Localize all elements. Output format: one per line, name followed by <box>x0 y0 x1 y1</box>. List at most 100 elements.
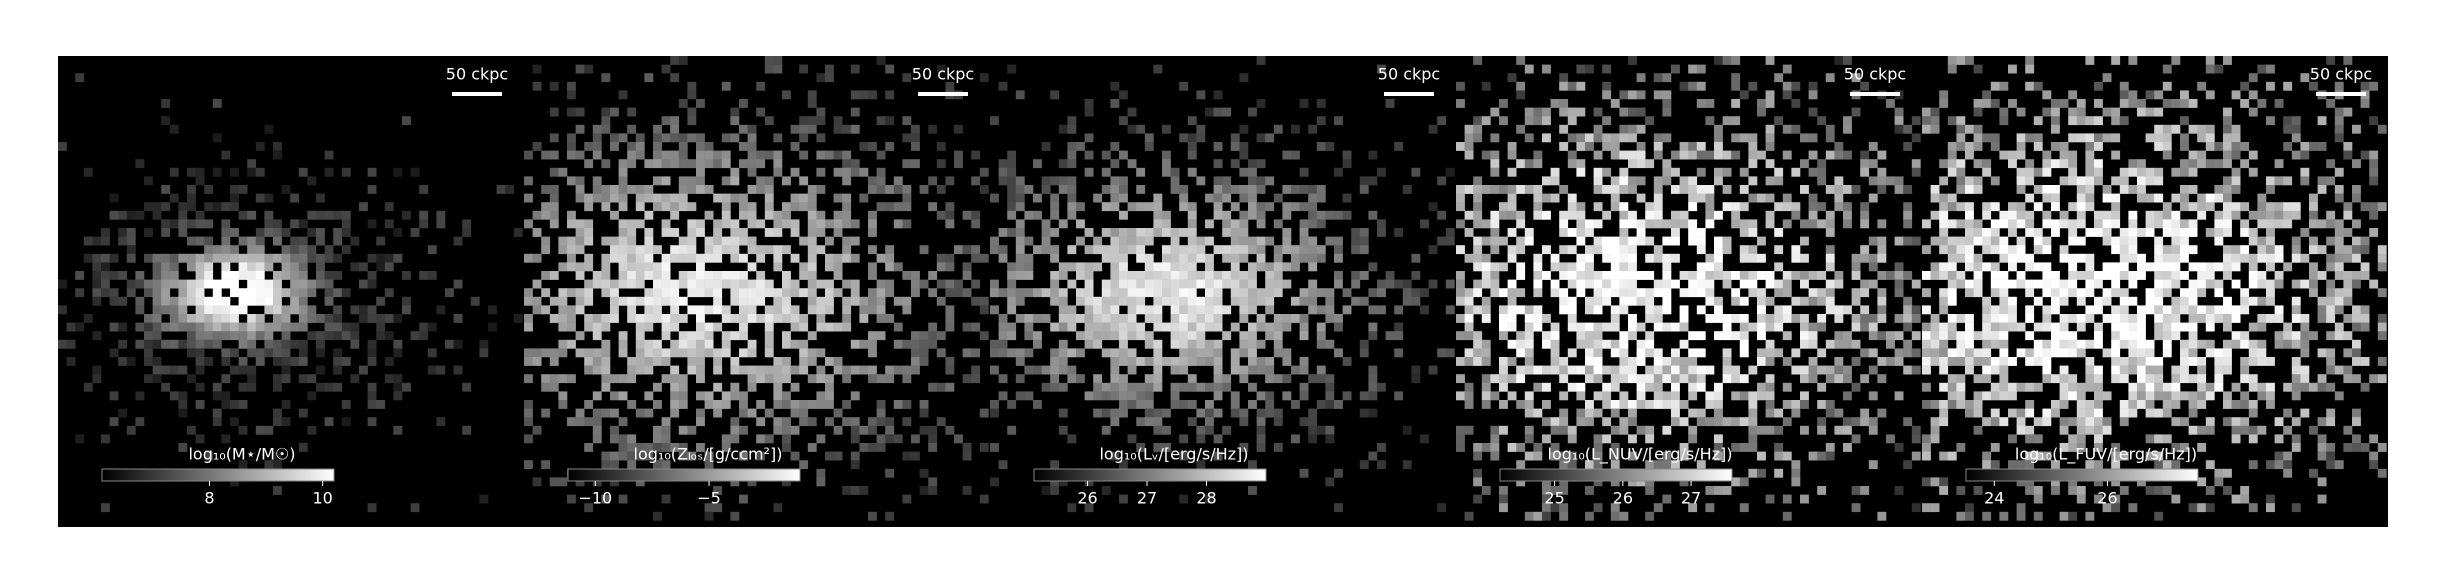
map-pixel <box>2291 443 2301 452</box>
map-pixel <box>2111 176 2121 186</box>
map-pixel <box>204 296 214 306</box>
map-pixel <box>2162 339 2172 349</box>
map-pixel <box>178 210 188 220</box>
map-pixel <box>1299 296 1309 306</box>
map-pixel <box>2154 253 2164 263</box>
map-pixel <box>1119 262 1128 272</box>
map-pixel <box>2223 400 2232 409</box>
map-pixel <box>885 511 895 521</box>
map-pixel <box>2094 159 2103 169</box>
map-pixel <box>653 245 662 255</box>
map-pixel <box>1473 339 1483 349</box>
map-pixel <box>1144 400 1154 409</box>
map-pixel <box>419 331 429 341</box>
map-pixel <box>764 116 774 126</box>
map-pixel <box>1602 296 1612 306</box>
map-pixel <box>1576 219 1586 229</box>
map-pixel <box>1645 202 1655 212</box>
map-pixel <box>704 279 714 289</box>
map-pixel <box>2162 245 2172 255</box>
map-pixel <box>782 219 791 229</box>
map-pixel <box>1041 245 1051 255</box>
map-pixel <box>1119 460 1128 470</box>
map-pixel <box>238 339 248 349</box>
map-pixel <box>1843 425 1852 435</box>
map-pixel <box>1179 305 1189 315</box>
map-pixel <box>2068 279 2078 289</box>
map-pixel <box>1196 279 1206 289</box>
map-pixel <box>195 339 205 349</box>
map-pixel <box>376 262 386 272</box>
map-pixel <box>2051 193 2060 203</box>
map-pixel <box>1153 417 1163 427</box>
map-pixel <box>1886 271 1895 280</box>
map-pixel <box>1136 167 1146 177</box>
map-pixel <box>1671 391 1680 401</box>
map-pixel <box>601 314 611 323</box>
map-pixel <box>1939 339 1949 349</box>
map-pixel <box>713 348 723 358</box>
map-pixel <box>247 374 257 384</box>
map-pixel <box>204 339 214 349</box>
map-pixel <box>2283 425 2293 435</box>
map-pixel <box>532 279 542 289</box>
map-pixel <box>1653 357 1663 366</box>
map-pixel <box>739 391 748 401</box>
map-pixel <box>1662 296 1672 306</box>
map-pixel <box>1015 176 1025 186</box>
map-pixel <box>911 434 920 444</box>
map-pixel <box>1765 133 1775 143</box>
map-pixel <box>601 253 611 263</box>
map-pixel <box>1533 185 1543 194</box>
map-pixel <box>1930 477 1940 487</box>
map-pixel <box>696 322 705 332</box>
map-pixel <box>1559 271 1569 280</box>
map-pixel <box>1291 434 1300 444</box>
map-pixel <box>2145 486 2155 495</box>
map-pixel <box>1015 262 1025 272</box>
map-pixel <box>799 150 809 160</box>
map-pixel <box>2145 262 2155 272</box>
map-pixel <box>178 400 188 409</box>
map-pixel <box>790 228 800 237</box>
map-pixel <box>962 374 972 384</box>
map-pixel <box>169 305 179 315</box>
map-pixel <box>1015 271 1025 280</box>
map-pixel <box>1939 417 1949 427</box>
map-pixel <box>670 374 680 384</box>
map-pixel <box>635 245 645 255</box>
map-pixel <box>1265 236 1275 246</box>
map-pixel <box>1110 202 1120 212</box>
map-pixel <box>825 357 834 366</box>
map-pixel <box>782 391 791 401</box>
map-pixel <box>230 228 239 237</box>
map-pixel <box>1576 322 1586 332</box>
map-pixel <box>1688 357 1698 366</box>
map-pixel <box>1714 262 1723 272</box>
map-pixel <box>575 477 585 487</box>
map-pixel <box>1076 296 1085 306</box>
map-pixel <box>1559 305 1569 315</box>
map-pixel <box>627 365 637 375</box>
map-pixel <box>807 116 817 126</box>
map-pixel <box>1170 339 1180 349</box>
map-pixel <box>730 365 740 375</box>
map-pixel <box>773 228 783 237</box>
map-pixel <box>1248 262 1257 272</box>
map-pixel <box>1956 185 1966 194</box>
map-pixel <box>1602 81 1612 91</box>
map-pixel <box>2137 314 2146 323</box>
map-pixel <box>1308 425 1318 435</box>
map-pixel <box>807 357 817 366</box>
map-pixel <box>1610 176 1620 186</box>
map-pixel <box>885 245 895 255</box>
map-pixel <box>2205 133 2215 143</box>
map-pixel <box>532 81 542 91</box>
map-pixel <box>1774 314 1784 323</box>
map-pixel <box>670 391 680 401</box>
map-pixel <box>2266 288 2275 298</box>
map-pixel <box>341 288 351 298</box>
map-pixel <box>1230 219 1240 229</box>
map-pixel <box>1325 142 1335 151</box>
map-pixel <box>2102 107 2112 117</box>
